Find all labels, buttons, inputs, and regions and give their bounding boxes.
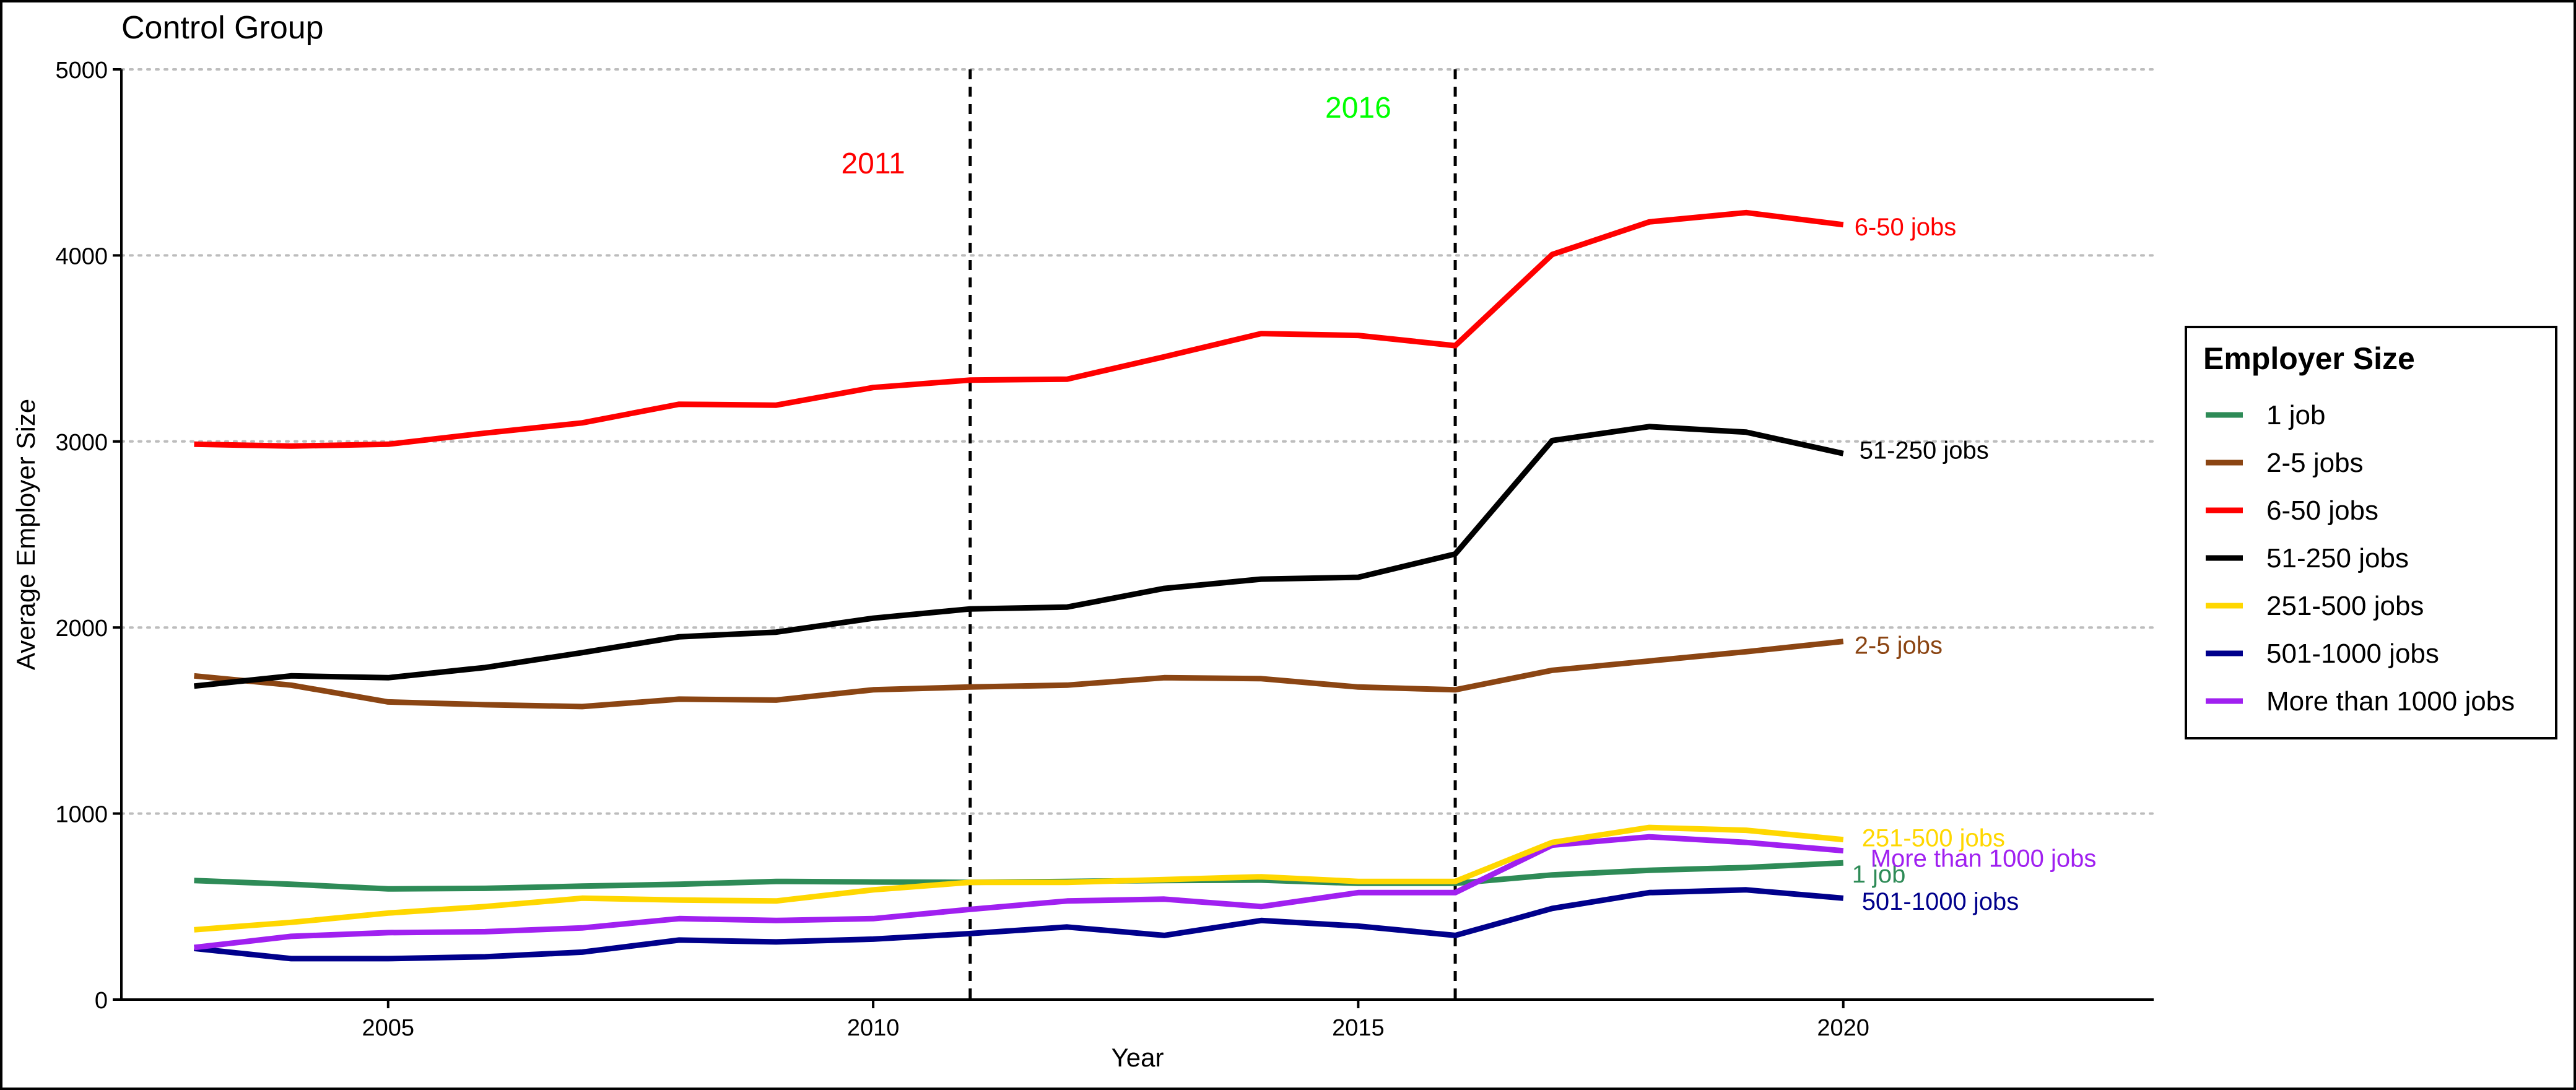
vertical-line-label-2016: 2016 <box>1325 92 1391 124</box>
legend-box <box>2185 326 2557 739</box>
y-tick-label: 1000 <box>55 802 108 828</box>
x-tick-label: 2010 <box>847 1015 900 1041</box>
end-label-1-job: 1 job <box>1852 861 1906 888</box>
series-lines <box>193 209 1844 962</box>
x-tick-label: 2015 <box>1332 1015 1385 1041</box>
series-line-251-500-jobs <box>194 824 1844 933</box>
end-label-more-than-1000-jobs: More than 1000 jobs <box>1871 845 2097 873</box>
series-line-501-1000-jobs <box>194 887 1844 962</box>
end-label-2-5-jobs: 2-5 jobs <box>1855 632 1943 660</box>
x-axis-ticks: 2005 2010 2015 2020 <box>362 1000 1869 1041</box>
y-tick-label: 4000 <box>55 243 108 269</box>
y-tick-label: 0 <box>95 988 108 1014</box>
legend: Employer Size 1 job 2-5 jobs 6-50 jobs 51-2… <box>2185 326 2557 739</box>
vertical-reference-lines: 2011 2016 <box>841 69 1457 1000</box>
legend-label-251-500-jobs: 251-500 jobs <box>2266 591 2424 621</box>
y-tick-label: 2000 <box>55 616 108 642</box>
y-tick-label: 5000 <box>55 58 108 84</box>
x-axis-label: Year <box>1112 1043 1164 1072</box>
legend-label-6-50-jobs: 6-50 jobs <box>2266 495 2378 526</box>
x-tick-label: 2005 <box>362 1015 415 1041</box>
series-line-51-250-jobs <box>194 424 1844 689</box>
series-end-labels: 1 job 2-5 jobs 6-50 jobs 51-250 jobs 251-500… <box>1852 214 2097 915</box>
legend-label-1-job: 1 job <box>2266 400 2325 430</box>
x-tick-label: 2020 <box>1817 1015 1869 1041</box>
series-line-more-than-1000-jobs <box>193 834 1844 951</box>
y-axis-ticks: 0 1000 2000 3000 4000 5000 <box>55 58 121 1014</box>
legend-items: 1 job 2-5 jobs 6-50 jobs 51-250 jobs 251-500… <box>2206 400 2515 717</box>
series-line-2-5-jobs <box>194 639 1844 710</box>
legend-title: Employer Size <box>2203 341 2415 376</box>
legend-label-2-5-jobs: 2-5 jobs <box>2266 448 2364 478</box>
series-line-6-50-jobs <box>194 209 1844 449</box>
end-label-51-250-jobs: 51-250 jobs <box>1860 437 1989 464</box>
vertical-line-label-2011: 2011 <box>841 147 905 180</box>
legend-label-501-1000-jobs: 501-1000 jobs <box>2266 639 2439 669</box>
end-label-501-1000-jobs: 501-1000 jobs <box>1862 888 2019 915</box>
legend-label-more-than-1000-jobs: More than 1000 jobs <box>2266 686 2515 717</box>
legend-label-51-250-jobs: 51-250 jobs <box>2266 543 2409 573</box>
y-tick-label: 3000 <box>55 430 108 456</box>
y-axis-label: Average Employer Size <box>11 399 40 670</box>
end-label-251-500-jobs: 251-500 jobs <box>1862 825 2005 852</box>
y-gridlines <box>120 68 2155 815</box>
end-label-6-50-jobs: 6-50 jobs <box>1855 214 1957 241</box>
chart-title: Control Group <box>121 10 324 46</box>
